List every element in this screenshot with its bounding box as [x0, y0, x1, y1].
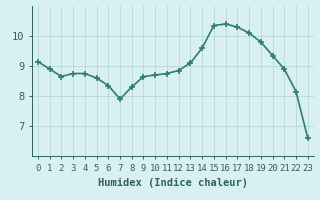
- X-axis label: Humidex (Indice chaleur): Humidex (Indice chaleur): [98, 178, 248, 188]
